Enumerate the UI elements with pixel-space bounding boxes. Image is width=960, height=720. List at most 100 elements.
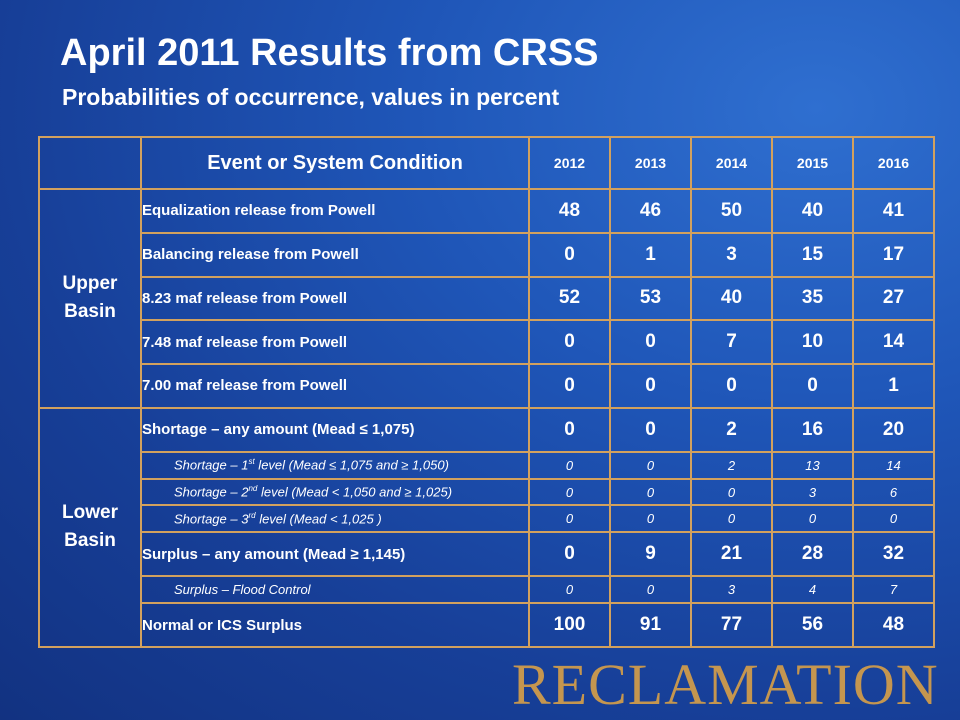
probability-value: 0 — [528, 450, 611, 480]
probability-value: 13 — [771, 450, 854, 480]
table-row: Shortage – 2nd level (Mead < 1,050 and ≥… — [39, 477, 935, 507]
probability-value: 0 — [528, 575, 611, 605]
event-label: 7.00 maf release from Powell — [140, 363, 530, 409]
probability-value: 0 — [690, 504, 773, 534]
reclamation-logo: RECLAMATION — [512, 652, 939, 717]
year-header-2016: 2016 — [852, 136, 935, 190]
probability-value: 6 — [852, 477, 935, 507]
probability-value: 40 — [771, 188, 854, 234]
table-row: 7.48 maf release from Powell 0 0 7 10 14 — [39, 319, 935, 366]
probability-value: 9 — [609, 531, 692, 578]
probability-value: 0 — [771, 504, 854, 534]
probability-value: 0 — [528, 531, 611, 578]
event-label-text: level (Mead ≤ 1,075 and ≥ 1,050) — [254, 457, 449, 473]
event-label-ordinal: nd — [248, 484, 258, 494]
probability-value: 0 — [852, 504, 935, 534]
results-table: Event or System Condition 2012 2013 2014… — [38, 136, 935, 649]
probability-value: 53 — [609, 275, 692, 322]
basin-label-line: Lower — [62, 501, 118, 523]
probability-value: 56 — [771, 602, 854, 648]
table-row: Surplus – any amount (Mead ≥ 1,145) 0 9 21 2… — [39, 531, 935, 578]
probability-value: 14 — [852, 450, 935, 480]
event-label-text: level (Mead < 1,050 and ≥ 1,025) — [257, 484, 453, 500]
probability-value: 3 — [771, 477, 854, 507]
probability-value: 0 — [609, 450, 692, 480]
probability-value: 3 — [690, 231, 773, 278]
event-label: Equalization release from Powell — [140, 188, 530, 234]
probability-value: 48 — [852, 602, 935, 648]
probability-value: 0 — [609, 363, 692, 409]
probability-value: 7 — [690, 319, 773, 366]
event-label-text: Shortage – 1 — [174, 457, 249, 473]
year-header-2015: 2015 — [771, 136, 854, 190]
table-row: Normal or ICS Surplus 100 91 77 56 48 — [39, 602, 935, 648]
probability-value: 2 — [690, 406, 773, 453]
probability-value: 0 — [528, 406, 611, 453]
table-row: Lower Basin Shortage – any amount (Mead ≤ … — [38, 406, 935, 649]
event-label: Surplus – Flood Control — [140, 575, 530, 605]
event-label: Shortage – any amount (Mead ≤ 1,075) — [140, 406, 530, 453]
event-label: Shortage – 2nd level (Mead < 1,050 and ≥… — [140, 477, 530, 507]
probability-value: 0 — [528, 477, 611, 507]
year-header-2013: 2013 — [609, 136, 692, 190]
probability-value: 48 — [528, 188, 611, 234]
probability-value: 0 — [609, 406, 692, 453]
table-row: Balancing release from Powell 0 1 3 15 17 — [39, 231, 935, 278]
probability-value: 10 — [771, 319, 854, 366]
event-column-header: Event or System Condition — [140, 136, 530, 190]
table-row: Shortage – 1st level (Mead ≤ 1,075 and ≥… — [39, 450, 935, 480]
probability-value: 0 — [609, 319, 692, 366]
probability-value: 14 — [852, 319, 935, 366]
table-row: 7.00 maf release from Powell 0 0 0 0 1 — [39, 363, 935, 409]
event-label: Balancing release from Powell — [140, 231, 530, 278]
probability-value: 1 — [609, 231, 692, 278]
probability-value: 27 — [852, 275, 935, 322]
probability-value: 0 — [609, 477, 692, 507]
probability-value: 0 — [528, 319, 611, 366]
probability-value: 21 — [690, 531, 773, 578]
probability-value: 40 — [690, 275, 773, 322]
probability-value: 1 — [852, 363, 935, 409]
probability-value: 0 — [609, 575, 692, 605]
table-body: Upper Basin Equalization release from Powe… — [38, 188, 935, 649]
probability-value: 0 — [690, 363, 773, 409]
event-label: Normal or ICS Surplus — [140, 602, 530, 648]
event-label-text: Shortage – 3 — [174, 511, 249, 527]
probability-value: 4 — [771, 575, 854, 605]
table-row: Surplus – Flood Control 0 0 3 4 7 — [39, 575, 935, 605]
probability-value: 2 — [690, 450, 773, 480]
event-label: 7.48 maf release from Powell — [140, 319, 530, 366]
probability-value: 52 — [528, 275, 611, 322]
probability-value: 91 — [609, 602, 692, 648]
event-label: 8.23 maf release from Powell — [140, 275, 530, 322]
basin-label-line: Basin — [64, 530, 116, 552]
probability-value: 0 — [771, 363, 854, 409]
basin-label-line: Basin — [64, 301, 116, 323]
page-title: April 2011 Results from CRSS — [60, 32, 599, 74]
probability-value: 0 — [528, 231, 611, 278]
table-row: Shortage – 3rd level (Mead < 1,025 ) 0 0 0 0… — [39, 504, 935, 534]
basin-label: Lower Basin — [38, 406, 142, 649]
probability-value: 35 — [771, 275, 854, 322]
year-header-2012: 2012 — [528, 136, 611, 190]
probability-value: 50 — [690, 188, 773, 234]
table-row: 8.23 maf release from Powell 52 53 40 35 27 — [39, 275, 935, 322]
event-label-text: Shortage – 2 — [174, 484, 249, 500]
event-label: Surplus – any amount (Mead ≥ 1,145) — [140, 531, 530, 578]
probability-value: 41 — [852, 188, 935, 234]
probability-value: 16 — [771, 406, 854, 453]
event-label: Shortage – 3rd level (Mead < 1,025 ) — [140, 504, 530, 534]
probability-value: 20 — [852, 406, 935, 453]
probability-value: 3 — [690, 575, 773, 605]
probability-value: 32 — [852, 531, 935, 578]
probability-value: 100 — [528, 602, 611, 648]
corner-cell — [38, 136, 142, 190]
probability-value: 17 — [852, 231, 935, 278]
basin-label-line: Upper — [62, 272, 118, 294]
probability-value: 0 — [528, 504, 611, 534]
event-label: Shortage – 1st level (Mead ≤ 1,075 and ≥… — [140, 450, 530, 480]
event-label-text: level (Mead < 1,025 ) — [255, 511, 382, 527]
event-label-ordinal: st — [248, 457, 255, 467]
probability-value: 15 — [771, 231, 854, 278]
page-subtitle: Probabilities of occurrence, values in p… — [62, 84, 560, 110]
